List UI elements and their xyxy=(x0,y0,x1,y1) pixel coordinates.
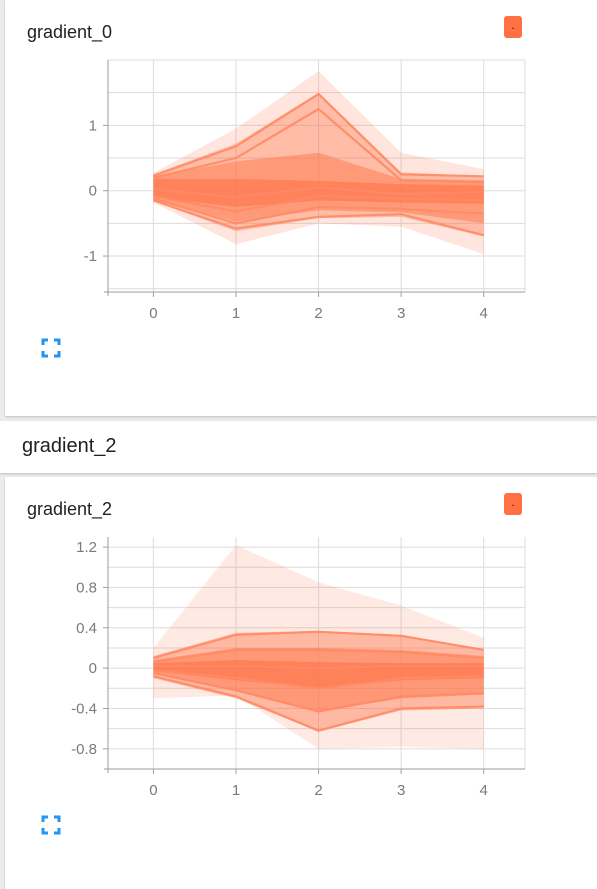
x-tick-label: 0 xyxy=(149,305,157,322)
section-title: gradient_2 xyxy=(22,435,117,457)
y-tick-label: 0.8 xyxy=(76,579,97,596)
series-line xyxy=(153,186,484,199)
y-tick-label: 0 xyxy=(89,660,97,677)
y-tick-label: 1 xyxy=(89,117,97,134)
distribution-band xyxy=(153,178,484,208)
tag-badge[interactable]: . xyxy=(504,493,522,515)
y-tick-label: 0 xyxy=(89,183,97,200)
distribution-band xyxy=(153,545,484,749)
chart-card-gradient-2: gradient_2 . 1.2 0.8 0.4 0 -0.4 -0.8 0 1 2 3 4 xyxy=(5,477,597,889)
series-line xyxy=(153,665,484,670)
series-line xyxy=(153,669,484,690)
series-line xyxy=(153,672,484,713)
y-tick-label: -0.4 xyxy=(71,700,97,717)
tag-badge[interactable]: . xyxy=(504,16,522,38)
series-line xyxy=(153,648,484,664)
x-tick-label: 4 xyxy=(480,305,488,322)
series-line xyxy=(153,630,484,660)
fullscreen-icon[interactable] xyxy=(41,815,61,835)
card-title: gradient_2 xyxy=(27,499,113,519)
series-line xyxy=(153,107,484,184)
x-tick-label: 1 xyxy=(232,782,240,799)
y-tick-label: -0.8 xyxy=(71,741,97,758)
chart-gradient-0: -1 0 1 0 1 2 3 4 xyxy=(84,59,526,322)
x-tick-label: 2 xyxy=(314,305,322,322)
y-tick-label: 0.4 xyxy=(76,620,97,637)
series-line xyxy=(153,92,484,178)
series-line xyxy=(153,675,484,732)
series-line xyxy=(153,197,484,225)
card-title: gradient_0 xyxy=(27,22,113,42)
x-tick-label: 2 xyxy=(314,782,322,799)
y-tick-label: 1.2 xyxy=(76,539,97,556)
x-tick-label: 3 xyxy=(397,782,405,799)
section-header[interactable]: gradient_2 xyxy=(0,421,597,473)
series-line xyxy=(153,194,484,213)
x-tick-label: 4 xyxy=(480,782,488,799)
series-line xyxy=(153,199,484,237)
fullscreen-icon[interactable] xyxy=(41,338,61,358)
chart-gradient-2: 1.2 0.8 0.4 0 -0.4 -0.8 0 1 2 3 4 xyxy=(71,537,526,799)
y-tick-label: -1 xyxy=(84,248,97,265)
x-tick-label: 0 xyxy=(149,782,157,799)
x-tick-label: 1 xyxy=(232,305,240,322)
grid xyxy=(108,537,526,770)
x-tick-label: 3 xyxy=(397,305,405,322)
chart-card-gradient-0: gradient_0 . -1 0 1 0 1 2 3 4 xyxy=(5,0,597,416)
